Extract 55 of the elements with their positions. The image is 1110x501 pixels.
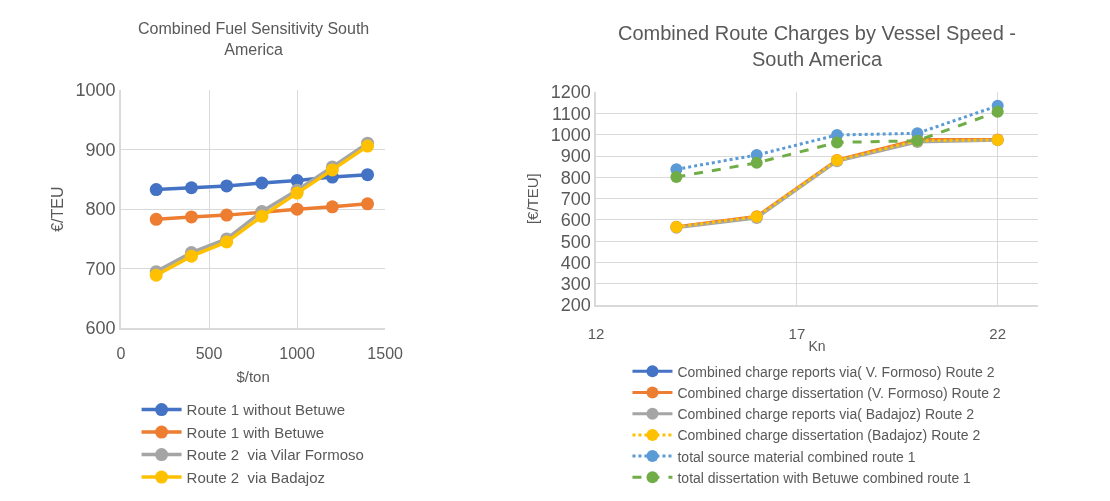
x-tick-label: 17 [788,324,806,342]
x-tick-label: 500 [195,345,223,363]
x-tick-label: 22 [989,324,1007,342]
x-axis-title: $/ton [236,367,270,385]
legend-label: Route 2 via Badajoz [186,468,325,486]
point [670,170,683,183]
y-tick-label: 500 [560,231,591,252]
y-tick-label: 1100 [552,103,591,124]
y-tick-label: 900 [85,139,116,160]
point [290,202,304,216]
chart-title: Combined Route Charges by Vessel Speed - South America [618,22,1017,70]
point [220,179,234,193]
point [750,156,763,169]
y-tick-label: 700 [85,258,116,279]
point [325,200,339,214]
point [831,136,844,149]
y-tick-label: 1000 [550,125,591,146]
y-tick-label: 900 [560,146,591,167]
y-tick-label: 600 [560,210,591,231]
y-tick-label: 400 [560,252,591,273]
y-tick-label: 700 [560,188,591,209]
point [184,181,198,195]
legend-label: total dissertation with Betuwe combined route 1 [677,469,972,486]
y-tick-label: 1200 [550,82,591,103]
y-tick-label: 800 [560,167,591,188]
legend-label: Route 1 with Betuwe [186,423,325,441]
x-tick-label: 1500 [367,345,404,363]
x-axis-title: Kn [808,337,826,354]
legend-label: Route 2 via Vilar Formoso [186,446,364,464]
point [361,197,375,211]
point [255,209,269,223]
point [149,212,163,226]
x-tick-label: 12 [587,324,605,342]
point [220,208,234,222]
y-tick-label: 600 [85,318,116,339]
y-tick-label: 800 [85,199,116,220]
legend-label: total source material combined route 1 [677,448,916,465]
legend-label: Combined charge dissertation (V. Formoso) Route 2 [677,384,1001,401]
y-axis-title: [€/TEU] [524,173,542,225]
point [361,168,375,182]
y-tick-label: 200 [560,295,591,316]
legend-label: Route 1 without Betuwe [186,401,346,419]
legend-label: Combined charge dissertation (Badajoz) Route 2 [677,427,981,444]
point [991,105,1004,118]
y-tick-label: 1000 [75,80,116,101]
x-tick-label: 1000 [279,345,316,363]
legend-label: Combined charge reports via( Badajoz) Route 2 [677,406,975,423]
point [184,210,198,224]
chart-title: Combined Fuel Sensitivity South America [138,20,370,58]
point [255,176,269,190]
y-axis-title: €/TEU [48,186,66,232]
point [149,183,163,197]
y-tick-label: 300 [560,274,591,295]
legend-label: Combined charge reports via( V. Formoso) Route 2 [677,363,995,380]
x-tick-label: 0 [116,345,126,363]
